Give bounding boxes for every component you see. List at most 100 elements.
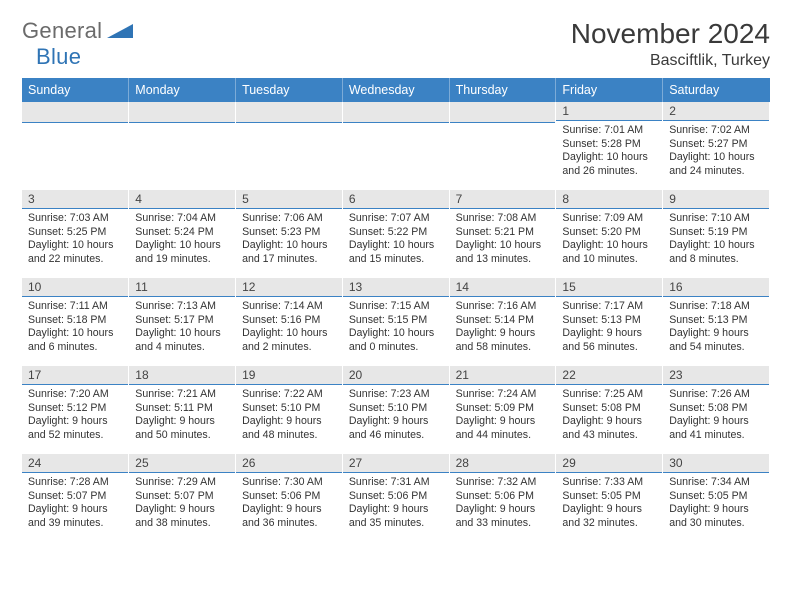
day-body: Sunrise: 7:01 AMSunset: 5:28 PMDaylight:…	[556, 121, 662, 182]
day-body	[450, 123, 556, 130]
day-daylight: Daylight: 10 hours and 13 minutes.	[456, 239, 550, 266]
calendar-day-cell: 1Sunrise: 7:01 AMSunset: 5:28 PMDaylight…	[556, 102, 663, 190]
day-sunset: Sunset: 5:10 PM	[349, 402, 443, 416]
calendar-day-cell: 28Sunrise: 7:32 AMSunset: 5:06 PMDayligh…	[449, 454, 556, 542]
calendar-day-cell: 29Sunrise: 7:33 AMSunset: 5:05 PMDayligh…	[556, 454, 663, 542]
day-body: Sunrise: 7:34 AMSunset: 5:05 PMDaylight:…	[663, 473, 769, 534]
day-number: 30	[663, 454, 769, 473]
day-body: Sunrise: 7:02 AMSunset: 5:27 PMDaylight:…	[663, 121, 769, 182]
day-number	[236, 102, 342, 123]
day-daylight: Daylight: 9 hours and 58 minutes.	[456, 327, 550, 354]
day-body: Sunrise: 7:24 AMSunset: 5:09 PMDaylight:…	[450, 385, 556, 446]
day-daylight: Daylight: 9 hours and 33 minutes.	[456, 503, 550, 530]
day-body: Sunrise: 7:17 AMSunset: 5:13 PMDaylight:…	[556, 297, 662, 358]
day-body: Sunrise: 7:32 AMSunset: 5:06 PMDaylight:…	[450, 473, 556, 534]
day-sunset: Sunset: 5:05 PM	[669, 490, 763, 504]
day-body: Sunrise: 7:30 AMSunset: 5:06 PMDaylight:…	[236, 473, 342, 534]
day-sunset: Sunset: 5:22 PM	[349, 226, 443, 240]
day-body	[22, 123, 128, 130]
calendar-day-cell	[22, 102, 129, 190]
day-body: Sunrise: 7:14 AMSunset: 5:16 PMDaylight:…	[236, 297, 342, 358]
calendar-week-row: 1Sunrise: 7:01 AMSunset: 5:28 PMDaylight…	[22, 102, 770, 190]
day-sunrise: Sunrise: 7:31 AM	[349, 476, 443, 490]
day-number: 28	[450, 454, 556, 473]
day-daylight: Daylight: 9 hours and 43 minutes.	[562, 415, 656, 442]
day-header: Saturday	[663, 78, 770, 102]
day-sunrise: Sunrise: 7:23 AM	[349, 388, 443, 402]
day-number: 14	[450, 278, 556, 297]
day-sunset: Sunset: 5:08 PM	[562, 402, 656, 416]
day-daylight: Daylight: 9 hours and 41 minutes.	[669, 415, 763, 442]
day-number: 25	[129, 454, 235, 473]
day-body: Sunrise: 7:26 AMSunset: 5:08 PMDaylight:…	[663, 385, 769, 446]
day-number: 24	[22, 454, 128, 473]
day-number: 3	[22, 190, 128, 209]
calendar-day-cell: 21Sunrise: 7:24 AMSunset: 5:09 PMDayligh…	[449, 366, 556, 454]
day-daylight: Daylight: 9 hours and 30 minutes.	[669, 503, 763, 530]
day-sunset: Sunset: 5:09 PM	[456, 402, 550, 416]
calendar-day-cell: 26Sunrise: 7:30 AMSunset: 5:06 PMDayligh…	[236, 454, 343, 542]
day-sunrise: Sunrise: 7:10 AM	[669, 212, 763, 226]
day-sunrise: Sunrise: 7:34 AM	[669, 476, 763, 490]
day-daylight: Daylight: 9 hours and 50 minutes.	[135, 415, 229, 442]
day-body	[343, 123, 449, 130]
day-daylight: Daylight: 9 hours and 46 minutes.	[349, 415, 443, 442]
day-number: 1	[556, 102, 662, 121]
day-daylight: Daylight: 10 hours and 15 minutes.	[349, 239, 443, 266]
day-sunset: Sunset: 5:16 PM	[242, 314, 336, 328]
day-daylight: Daylight: 9 hours and 36 minutes.	[242, 503, 336, 530]
day-sunrise: Sunrise: 7:20 AM	[28, 388, 122, 402]
calendar-day-cell: 13Sunrise: 7:15 AMSunset: 5:15 PMDayligh…	[342, 278, 449, 366]
day-body: Sunrise: 7:15 AMSunset: 5:15 PMDaylight:…	[343, 297, 449, 358]
calendar-day-cell: 2Sunrise: 7:02 AMSunset: 5:27 PMDaylight…	[663, 102, 770, 190]
calendar-day-cell: 15Sunrise: 7:17 AMSunset: 5:13 PMDayligh…	[556, 278, 663, 366]
day-sunrise: Sunrise: 7:17 AM	[562, 300, 656, 314]
day-body: Sunrise: 7:20 AMSunset: 5:12 PMDaylight:…	[22, 385, 128, 446]
day-body: Sunrise: 7:07 AMSunset: 5:22 PMDaylight:…	[343, 209, 449, 270]
calendar-day-cell: 8Sunrise: 7:09 AMSunset: 5:20 PMDaylight…	[556, 190, 663, 278]
day-body: Sunrise: 7:04 AMSunset: 5:24 PMDaylight:…	[129, 209, 235, 270]
day-daylight: Daylight: 10 hours and 8 minutes.	[669, 239, 763, 266]
day-sunrise: Sunrise: 7:08 AM	[456, 212, 550, 226]
day-body: Sunrise: 7:16 AMSunset: 5:14 PMDaylight:…	[450, 297, 556, 358]
calendar-week-row: 24Sunrise: 7:28 AMSunset: 5:07 PMDayligh…	[22, 454, 770, 542]
day-sunrise: Sunrise: 7:32 AM	[456, 476, 550, 490]
day-number: 10	[22, 278, 128, 297]
day-sunrise: Sunrise: 7:30 AM	[242, 476, 336, 490]
day-sunset: Sunset: 5:11 PM	[135, 402, 229, 416]
day-sunrise: Sunrise: 7:15 AM	[349, 300, 443, 314]
day-body: Sunrise: 7:10 AMSunset: 5:19 PMDaylight:…	[663, 209, 769, 270]
calendar-day-cell	[129, 102, 236, 190]
day-sunset: Sunset: 5:18 PM	[28, 314, 122, 328]
day-header: Friday	[556, 78, 663, 102]
day-number: 26	[236, 454, 342, 473]
day-sunrise: Sunrise: 7:29 AM	[135, 476, 229, 490]
day-sunset: Sunset: 5:12 PM	[28, 402, 122, 416]
day-daylight: Daylight: 9 hours and 48 minutes.	[242, 415, 336, 442]
calendar-day-cell	[449, 102, 556, 190]
calendar-day-cell: 9Sunrise: 7:10 AMSunset: 5:19 PMDaylight…	[663, 190, 770, 278]
calendar-day-cell: 22Sunrise: 7:25 AMSunset: 5:08 PMDayligh…	[556, 366, 663, 454]
day-number: 20	[343, 366, 449, 385]
day-header: Thursday	[449, 78, 556, 102]
day-number: 12	[236, 278, 342, 297]
day-daylight: Daylight: 10 hours and 17 minutes.	[242, 239, 336, 266]
day-sunset: Sunset: 5:05 PM	[562, 490, 656, 504]
day-sunrise: Sunrise: 7:28 AM	[28, 476, 122, 490]
day-daylight: Daylight: 9 hours and 38 minutes.	[135, 503, 229, 530]
day-sunrise: Sunrise: 7:14 AM	[242, 300, 336, 314]
day-daylight: Daylight: 9 hours and 32 minutes.	[562, 503, 656, 530]
calendar-day-cell: 23Sunrise: 7:26 AMSunset: 5:08 PMDayligh…	[663, 366, 770, 454]
day-number: 27	[343, 454, 449, 473]
day-number: 22	[556, 366, 662, 385]
calendar-table: Sunday Monday Tuesday Wednesday Thursday…	[22, 78, 770, 542]
day-sunset: Sunset: 5:27 PM	[669, 138, 763, 152]
day-sunset: Sunset: 5:06 PM	[242, 490, 336, 504]
calendar-day-cell: 24Sunrise: 7:28 AMSunset: 5:07 PMDayligh…	[22, 454, 129, 542]
calendar-day-cell: 27Sunrise: 7:31 AMSunset: 5:06 PMDayligh…	[342, 454, 449, 542]
day-number	[343, 102, 449, 123]
day-header: Sunday	[22, 78, 129, 102]
calendar-day-cell	[236, 102, 343, 190]
logo: General Blue	[22, 18, 133, 70]
calendar-week-row: 17Sunrise: 7:20 AMSunset: 5:12 PMDayligh…	[22, 366, 770, 454]
